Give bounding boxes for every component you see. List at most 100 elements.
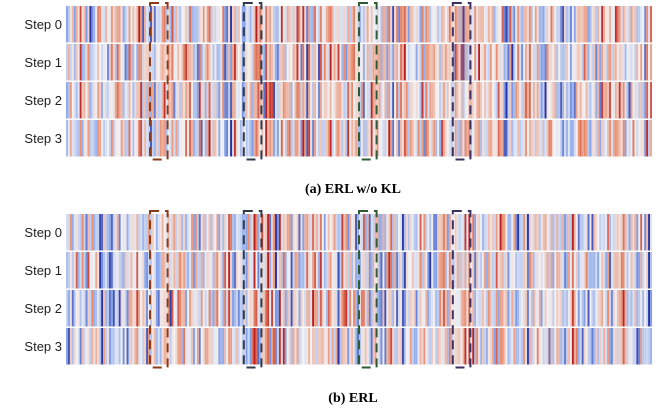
heatmap-cell [187, 120, 190, 157]
heatmap-cell [93, 290, 96, 327]
heatmap-cell [476, 328, 479, 365]
heatmap-cell [155, 252, 158, 289]
heatmap-cell [610, 120, 613, 157]
heatmap-cell [603, 82, 606, 119]
heatmap-cell [75, 252, 78, 289]
heatmap-cell [278, 328, 281, 365]
heatmap-cell [112, 120, 115, 157]
heatmap-cell [312, 328, 315, 365]
heatmap-cell [433, 328, 436, 365]
heatmap-cell [460, 252, 463, 289]
heatmap-cell [380, 44, 383, 81]
heatmap-cell [192, 82, 195, 119]
heatmap-cell [415, 252, 418, 289]
heatmap-cell [288, 44, 291, 81]
heatmap-cell [144, 290, 147, 327]
heatmap-cell [228, 82, 231, 119]
heatmap-cell [400, 328, 403, 365]
heatmap-cell [401, 6, 404, 43]
heatmap-cell [300, 82, 303, 119]
heatmap-cell [153, 214, 156, 251]
heatmap-cell [66, 252, 68, 289]
heatmap-cell [273, 44, 276, 81]
heatmap-cell [554, 6, 557, 43]
heatmap-cell [517, 252, 520, 289]
heatmap-cell [214, 6, 217, 43]
heatmap-cell [237, 328, 240, 365]
heatmap-cell [284, 290, 287, 327]
heatmap-cell [177, 6, 180, 43]
heatmap-cell [157, 290, 160, 327]
heatmap-cell [351, 44, 354, 81]
heatmap-cell [601, 120, 604, 157]
heatmap-cell [614, 214, 617, 251]
heatmap-cell [446, 44, 449, 81]
heatmap-cell [298, 328, 301, 365]
heatmap-cell [421, 120, 424, 157]
heatmap-cell [573, 82, 576, 119]
heatmap-cell [589, 328, 592, 365]
heatmap-cell [91, 120, 94, 157]
heatmap-cell [275, 214, 278, 251]
heatmap-cell [427, 328, 430, 365]
heatmap-cell [122, 82, 125, 119]
heatmap-cell [636, 328, 639, 365]
heatmap-cell [331, 6, 334, 43]
heatmap-cell [427, 290, 430, 327]
heatmap-cell [300, 6, 303, 43]
heatmap-cell [71, 252, 74, 289]
heatmap-cell [286, 214, 289, 251]
heatmap-cell [112, 82, 115, 119]
heatmap-cell [273, 290, 276, 327]
heatmap-cell [136, 290, 139, 327]
heatmap-cell [349, 328, 352, 365]
heatmap-cell [265, 214, 268, 251]
heatmap-cell [329, 328, 332, 365]
heatmap-cell [271, 82, 274, 119]
heatmap-cell [532, 290, 535, 327]
heatmap-cell [444, 6, 447, 43]
highlight-box-0 [149, 2, 169, 161]
heatmap-cell [487, 6, 490, 43]
heatmap-cell [284, 44, 287, 81]
heatmap-cell [612, 214, 615, 251]
heatmap-cell [429, 120, 432, 157]
heatmap-cell [341, 6, 344, 43]
heatmap-cell [339, 82, 342, 119]
heatmap-cell [597, 252, 600, 289]
heatmap-cell [517, 44, 520, 81]
heatmap-cell [183, 6, 186, 43]
heatmap-cell [218, 252, 221, 289]
heatmap-cell [435, 252, 438, 289]
heatmap-cell [316, 328, 319, 365]
heatmap-cell [175, 6, 178, 43]
heatmap-cell [638, 82, 641, 119]
heatmap-cell [581, 44, 584, 81]
heatmap-cell [261, 290, 264, 327]
heatmap-cell [171, 82, 174, 119]
heatmap-cell [181, 290, 184, 327]
heatmap-cell [83, 6, 86, 43]
heatmap-cell [368, 214, 371, 251]
heatmap-cell [548, 6, 551, 43]
heatmap-cell [439, 252, 442, 289]
heatmap-cell [321, 120, 324, 157]
heatmap-cell [71, 290, 74, 327]
heatmap-cell [405, 120, 408, 157]
heatmap-cell [618, 328, 621, 365]
heatmap-cell [314, 82, 317, 119]
heatmap-cell [640, 120, 643, 157]
heatmap-cell [192, 290, 195, 327]
heatmap-cell [83, 328, 86, 365]
heatmap-cell [462, 328, 465, 365]
heatmap-cell [357, 214, 360, 251]
heatmap-cell [116, 6, 119, 43]
heatmap-cell [226, 214, 229, 251]
heatmap-cell [79, 328, 82, 365]
heatmap-cell [417, 6, 420, 43]
heatmap-cell [114, 290, 117, 327]
heatmap-cell [417, 252, 420, 289]
heatmap-cell [569, 290, 572, 327]
heatmap-cell [425, 44, 428, 81]
heatmap-cell [75, 44, 78, 81]
